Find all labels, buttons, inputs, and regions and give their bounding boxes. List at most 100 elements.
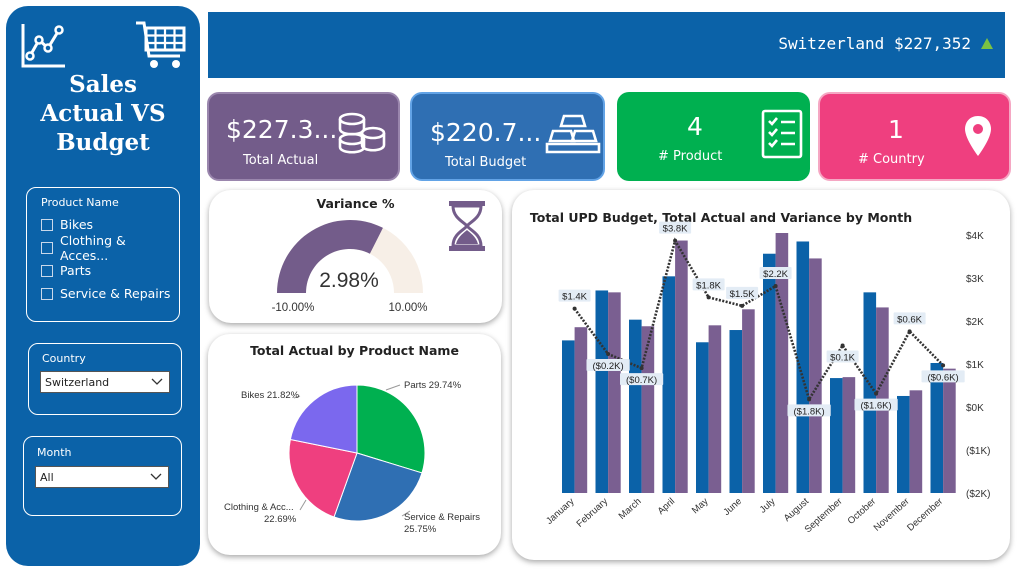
data-label: ($1.6K) (861, 401, 892, 412)
variance-point[interactable] (907, 329, 912, 334)
kpi-card-total-actual: $227.3... Total Actual (207, 92, 400, 181)
data-label: $3.8K (663, 224, 688, 235)
pie-slice-bikes[interactable] (289, 384, 358, 454)
kpi-value: $220.7... (430, 118, 542, 147)
slicer-item-bikes[interactable]: Bikes (41, 213, 177, 236)
actual-bar[interactable] (675, 240, 688, 493)
actual-bar[interactable] (909, 390, 923, 493)
checkbox[interactable] (41, 218, 53, 231)
y-axis-tick-label: $4K (966, 231, 984, 242)
budget-bar[interactable] (830, 378, 843, 493)
variance-gauge: 2.98% -10.00% 10.00% (272, 219, 428, 314)
pie-chart-title: Total Actual by Product Name (250, 343, 459, 358)
variance-point[interactable] (807, 397, 812, 402)
budget-bar[interactable] (763, 253, 776, 493)
budget-bar[interactable] (930, 363, 944, 493)
month-dropdown[interactable]: All (35, 466, 169, 488)
x-tick-label: March (617, 496, 644, 522)
actual-bar[interactable] (943, 368, 956, 493)
actual-bar[interactable] (842, 377, 856, 493)
data-label: $1.8K (696, 280, 721, 291)
country-dropdown[interactable]: Switzerland (40, 371, 170, 393)
month-slicer-label: Month (37, 446, 72, 459)
budget-bar[interactable] (863, 292, 877, 493)
data-label: $1.5K (730, 289, 755, 300)
variance-line[interactable] (573, 237, 945, 403)
variance-point[interactable] (706, 295, 711, 300)
x-tick-label: November (872, 496, 912, 534)
chevron-down-icon (151, 378, 163, 385)
kpi-label: Total Actual (243, 153, 319, 168)
variance-point[interactable] (941, 363, 946, 368)
country-slicer-label: Country (42, 352, 86, 365)
month-dropdown-value: All (40, 470, 54, 484)
location-pin-icon (965, 116, 991, 156)
variance-point[interactable] (572, 306, 577, 311)
gauge-value-label: 2.98% (319, 269, 379, 292)
budget-bar[interactable] (796, 241, 810, 493)
kpi-label: # Product (658, 149, 723, 164)
gauge-title: Variance % (316, 196, 395, 211)
slicer-item-service-repairs[interactable]: Service & Repairs (41, 282, 177, 305)
country-slicer: Country Switzerland (28, 343, 182, 415)
combo-chart: $1.4K ($0.2K)($0.7K) $3.8K $1.8K $1.5K $2.2K (… (544, 221, 990, 535)
data-label: $1.4K (562, 292, 587, 303)
budget-bar[interactable] (629, 319, 642, 493)
y-axis-tick-label: ($2K) (966, 489, 990, 500)
actual-bar[interactable] (742, 309, 755, 493)
variance-point[interactable] (606, 352, 611, 356)
variance-point[interactable] (773, 284, 778, 288)
data-label-bg (692, 278, 725, 291)
x-tick-label: June (721, 496, 744, 518)
slicer-item-label: Parts (60, 263, 92, 278)
sidebar-title-line-1: Sales (69, 71, 137, 98)
slicer-item-label: Service & Repairs (60, 286, 171, 301)
variance-point[interactable] (740, 303, 745, 308)
checkbox[interactable] (41, 241, 53, 254)
gauge-fill (277, 219, 383, 293)
month-slicer: Month All (23, 436, 182, 516)
y-axis-tick-label: ($1K) (966, 446, 990, 457)
pie-label-service-name: Service & Repairs (404, 512, 480, 523)
x-tick-label: July (758, 496, 778, 516)
slicer-item-clothing[interactable]: Clothing & Acces... (41, 233, 177, 263)
actual-bar[interactable] (641, 326, 655, 493)
actual-bar[interactable] (608, 292, 621, 493)
actual-bar[interactable] (708, 325, 722, 493)
actual-bar[interactable] (574, 327, 588, 493)
budget-bar[interactable] (562, 340, 575, 493)
checkbox[interactable] (41, 264, 53, 277)
banner-text: Switzerland $227,352 (778, 34, 971, 53)
budget-bar[interactable] (696, 342, 709, 493)
sidebar-title-line-3: Budget (56, 129, 150, 156)
line-chart-icon (21, 24, 65, 68)
budget-bar[interactable] (729, 330, 743, 493)
variance-point[interactable] (673, 238, 678, 243)
variance-point[interactable] (639, 366, 644, 371)
budget-bar[interactable] (595, 290, 609, 493)
pie-slice-service-repairs[interactable] (333, 452, 423, 522)
pie-label-parts: Parts 29.74% (404, 380, 462, 391)
pie-slice-parts[interactable] (356, 384, 426, 474)
slicer-item-parts[interactable]: Parts (41, 259, 177, 282)
actual-bar[interactable] (809, 258, 822, 493)
x-tick-label: May (690, 496, 711, 516)
variance-point[interactable] (874, 391, 879, 396)
kpi-card-country-count: 1 # Country (818, 92, 1011, 181)
budget-bar[interactable] (662, 276, 676, 493)
variance-gauge-panel: Variance % 2.98% -10.00% 10.00% (209, 190, 502, 323)
pie-slice-clothing-acc-[interactable] (288, 438, 358, 518)
x-tick-label: December (905, 496, 945, 534)
y-axis-tick-label: $1K (966, 360, 984, 371)
variance-point[interactable] (840, 343, 845, 348)
data-label: $0.1K (830, 353, 855, 364)
shopping-cart-icon (136, 21, 186, 68)
data-label-bg (921, 370, 965, 383)
x-tick-label: January (544, 496, 577, 527)
hourglass-icon (449, 201, 485, 251)
gold-bars-icon (545, 114, 601, 154)
kpi-card-product-count: 4 # Product (617, 92, 810, 181)
chevron-down-icon (150, 473, 162, 480)
budget-bar[interactable] (897, 395, 910, 493)
checkbox[interactable] (41, 287, 53, 300)
